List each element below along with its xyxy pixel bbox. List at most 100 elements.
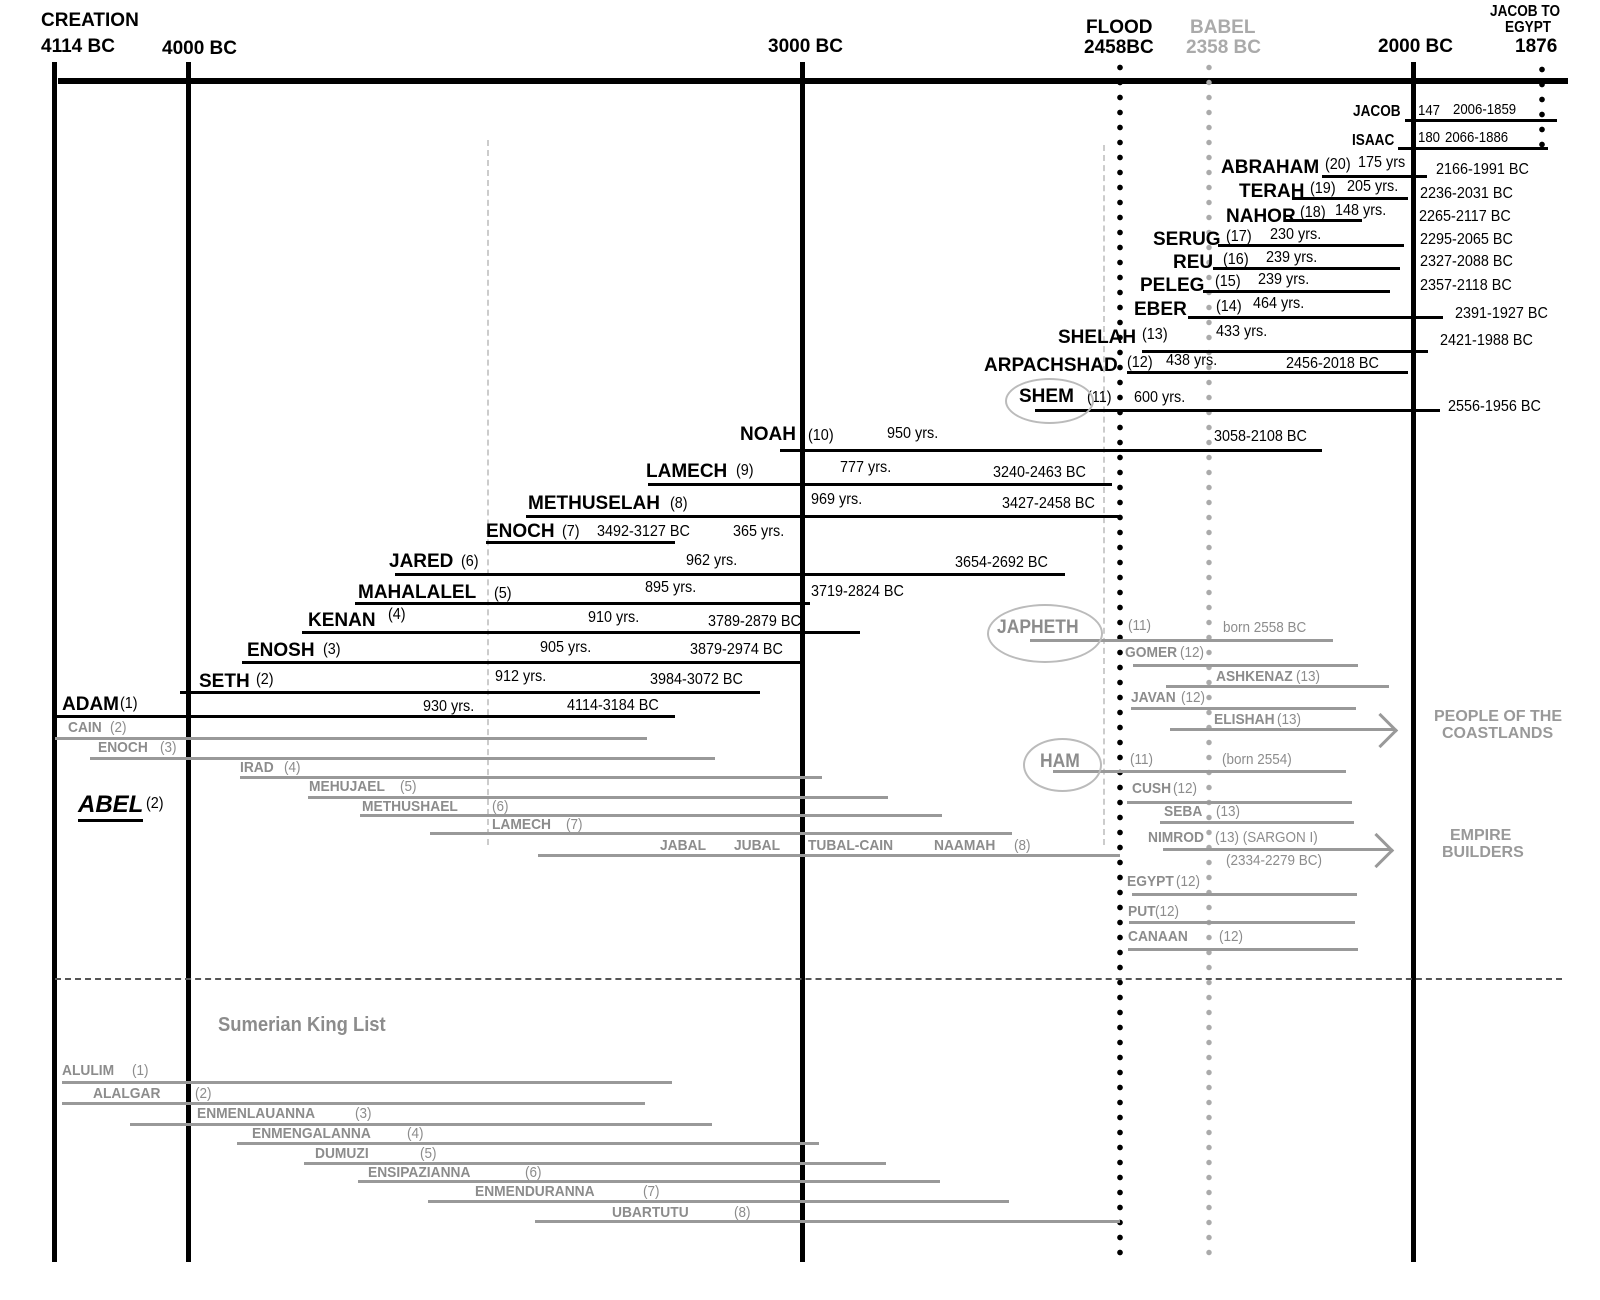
patriarch-lifespan-line bbox=[242, 661, 800, 664]
time-axis bbox=[58, 78, 1568, 84]
flood-line bbox=[1117, 60, 1123, 1258]
patriarch-dates: 2166-1991 BC bbox=[1436, 161, 1529, 178]
patriarch-lifespan: 464 yrs. bbox=[1253, 295, 1305, 312]
patriarch-name: ARPACHSHAD bbox=[984, 355, 1118, 376]
patriarch-lifespan-line bbox=[1188, 316, 1443, 319]
noah-descendant-name: ELISHAH bbox=[1214, 711, 1275, 728]
noah-descendant-name: GOMER bbox=[1125, 644, 1178, 661]
patriarch-generation: (13) bbox=[1142, 326, 1168, 343]
patriarch-generation: (19) bbox=[1310, 180, 1336, 197]
arrow-right-icon bbox=[1358, 832, 1395, 869]
noah-descendant-line bbox=[1128, 948, 1358, 951]
noah-descendant-line bbox=[1133, 664, 1358, 667]
cainite-name: CAIN bbox=[68, 719, 102, 736]
patriarch-lifespan: 950 yrs. bbox=[887, 425, 939, 442]
patriarch-lifespan-line bbox=[55, 715, 675, 718]
patriarch-name: NOAH bbox=[740, 424, 796, 445]
patriarch-name: SETH bbox=[199, 671, 250, 692]
header-jacob-to-egypt: JACOB TO bbox=[1490, 3, 1561, 20]
noah-descendant-generation: (13) bbox=[1216, 803, 1241, 820]
patriarch-dates: 3789-2879 BC bbox=[708, 613, 801, 630]
patriarch-lifespan: 600 yrs. bbox=[1134, 389, 1186, 406]
lamech-child-name: NAAMAH bbox=[934, 837, 996, 854]
sumerian-king-line bbox=[428, 1200, 1009, 1203]
sumerian-king-name: ALALGAR bbox=[93, 1085, 161, 1102]
patriarch-dates: 3879-2974 BC bbox=[690, 641, 783, 658]
patriarch-lifespan: 910 yrs. bbox=[588, 609, 640, 626]
patriarch-generation: (5) bbox=[494, 585, 512, 602]
patriarch-name: ENOCH bbox=[486, 521, 555, 542]
patriarch-name: SERUG bbox=[1153, 229, 1221, 250]
sumerian-king-line bbox=[237, 1142, 819, 1145]
patriarch-name: KENAN bbox=[308, 610, 376, 631]
patriarch-lifespan-line bbox=[1203, 290, 1390, 293]
patriarch-lifespan: 912 yrs. bbox=[495, 668, 547, 685]
patriarch-name: NAHOR bbox=[1226, 206, 1296, 227]
cainite-generation: (3) bbox=[160, 739, 177, 756]
patriarch-generation: (9) bbox=[736, 462, 754, 479]
patriarch-dates: 3719-2824 BC bbox=[811, 583, 904, 600]
patriarch-dates: 2236-2031 BC bbox=[1420, 185, 1513, 202]
lamech-child-name: JUBAL bbox=[734, 837, 781, 854]
noah-descendant-line bbox=[1163, 848, 1390, 851]
patriarch-lifespan-line bbox=[780, 449, 1322, 452]
patriarch-lifespan-line bbox=[526, 515, 1120, 518]
shem-circle bbox=[1005, 378, 1094, 424]
patriarch-name: MAHALALEL bbox=[358, 582, 477, 603]
sumerian-king-name: DUMUZI bbox=[315, 1145, 369, 1162]
sumerian-king-number: (3) bbox=[355, 1105, 372, 1122]
sumerian-king-number: (8) bbox=[734, 1204, 751, 1221]
header-jacob-to-egypt: EGYPT bbox=[1505, 19, 1552, 36]
patriarch-lifespan-line bbox=[1286, 219, 1362, 222]
cainite-line bbox=[55, 737, 647, 740]
patriarch-name: ISAAC bbox=[1352, 132, 1395, 149]
noah-descendant-generation: (12) bbox=[1155, 903, 1180, 920]
cainite-generation: (7) bbox=[566, 816, 583, 833]
noah-descendant-line bbox=[1131, 707, 1356, 710]
noah-descendant-generation: (11) bbox=[1128, 617, 1152, 634]
cainite-line bbox=[360, 814, 942, 817]
patriarch-lifespan: 895 yrs. bbox=[645, 579, 697, 596]
patriarch-name: PELEG bbox=[1140, 275, 1205, 296]
patriarch-lifespan: 365 yrs. bbox=[733, 523, 785, 540]
patriarch-generation: (20) bbox=[1325, 156, 1351, 173]
noah-descendant-generation: (13) bbox=[1296, 668, 1321, 685]
header-creation: CREATION bbox=[41, 10, 139, 31]
sumerian-king-line bbox=[358, 1180, 940, 1183]
noah-descendant-generation: (12) bbox=[1180, 644, 1205, 661]
patriarch-name: ENOSH bbox=[247, 640, 315, 661]
patriarch-lifespan-line bbox=[355, 602, 810, 605]
sumerian-king-number: (4) bbox=[407, 1125, 424, 1142]
noah-descendant-note: (2334-2279 BC) bbox=[1226, 852, 1323, 869]
noah-descendant-line bbox=[1053, 770, 1346, 773]
header-babel: BABEL bbox=[1190, 17, 1256, 38]
patriarch-lifespan-line bbox=[1213, 267, 1400, 270]
sumerian-king-number: (1) bbox=[132, 1062, 149, 1079]
patriarch-dates: 2421-1988 BC bbox=[1440, 332, 1533, 349]
patriarch-generation: (14) bbox=[1216, 298, 1242, 315]
noah-descendant-name: EGYPT bbox=[1127, 873, 1174, 890]
sumerian-king-line bbox=[62, 1081, 672, 1084]
patriarch-name: METHUSELAH bbox=[528, 493, 660, 514]
patriarch-lifespan: 930 yrs. bbox=[423, 698, 475, 715]
patriarch-dates: 2556-1956 BC bbox=[1448, 398, 1541, 415]
arrow-right-icon bbox=[1362, 712, 1399, 749]
guide-line bbox=[1103, 145, 1105, 845]
jacob-egypt-line bbox=[1539, 62, 1545, 152]
cainite-line bbox=[240, 776, 822, 779]
noah-descendant-note: (born 2554) bbox=[1222, 751, 1292, 768]
patriarch-lifespan: 239 yrs. bbox=[1258, 271, 1310, 288]
patriarch-generation: (2) bbox=[256, 671, 274, 688]
noah-descendant-generation: (12) bbox=[1219, 928, 1244, 945]
patriarch-lifespan: 175 yrs bbox=[1358, 154, 1406, 171]
cainite-generation: (6) bbox=[492, 798, 509, 815]
patriarch-dates: 2066-1886 bbox=[1445, 129, 1509, 146]
patriarch-dates: 3984-3072 BC bbox=[650, 671, 743, 688]
patriarch-dates: 3240-2463 BC bbox=[993, 464, 1086, 481]
cainite-name: MEHUJAEL bbox=[309, 778, 385, 795]
sumerian-king-number: (2) bbox=[195, 1085, 212, 1102]
patriarch-name: REU bbox=[1173, 252, 1214, 273]
guide-line bbox=[487, 140, 489, 845]
sumerian-king-name: ENMENLAUANNA bbox=[197, 1105, 316, 1122]
patriarch-dates: 2006-1859 bbox=[1453, 101, 1517, 118]
